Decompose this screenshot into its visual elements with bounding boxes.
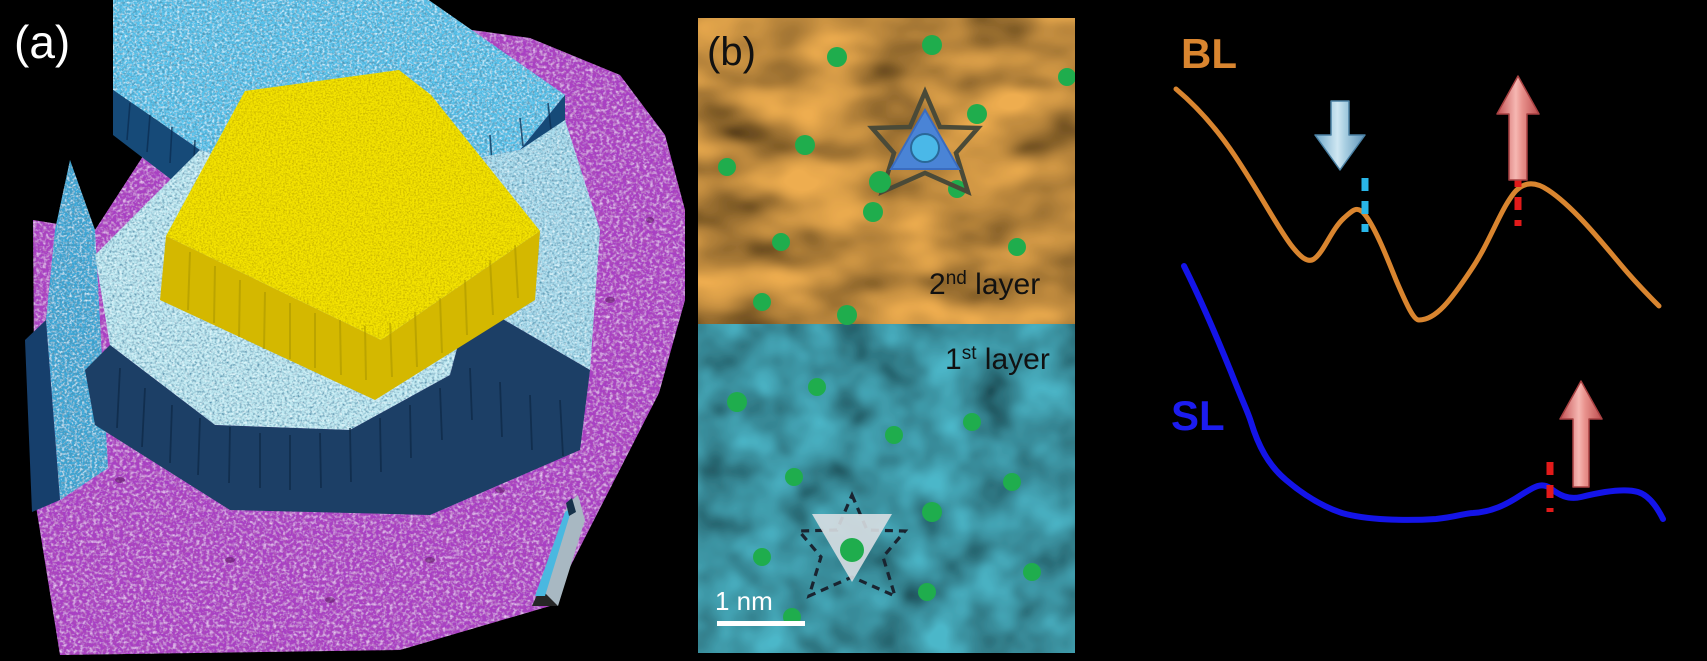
svg-text:SL: SL: [1171, 392, 1225, 439]
svg-text:1 nm: 1 nm: [715, 586, 773, 616]
svg-text:2nd layer: 2nd layer: [929, 268, 1040, 301]
svg-text:BL: BL: [1181, 30, 1237, 77]
svg-text:(b): (b): [707, 30, 756, 74]
svg-text:1st layer: 1st layer: [945, 343, 1050, 376]
svg-text:(a): (a): [14, 16, 70, 68]
